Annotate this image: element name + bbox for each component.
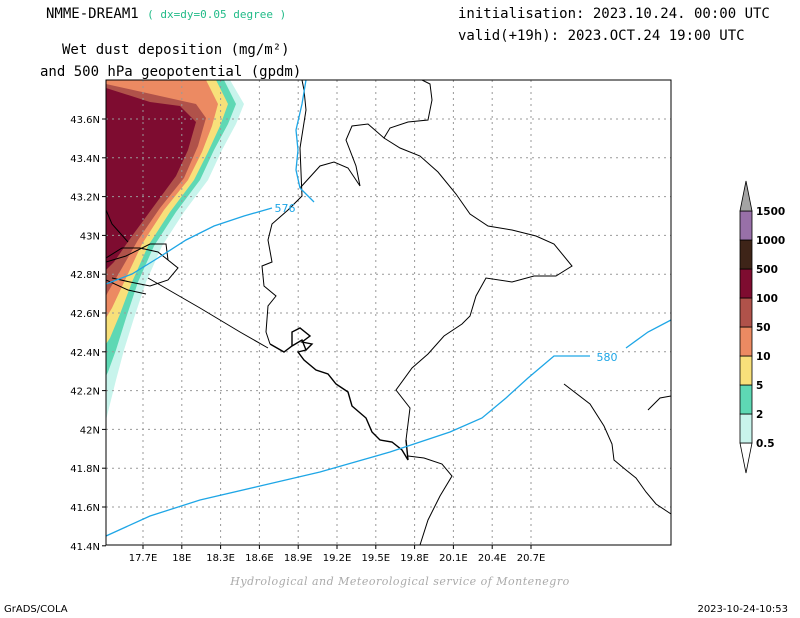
model-name: NMME-DREAM1 [46,6,139,22]
model-title: NMME-DREAM1 ( dx=dy=0.05 degree ) [46,6,286,22]
lat-tick-label: 43.2N [70,193,100,204]
border-line [147,277,269,349]
initialisation-time: initialisation: 2023.10.24. 00:00 UTC [458,6,770,22]
lon-tick-label: 20.1E [439,553,468,564]
lon-tick-label: 18.9E [284,553,313,564]
border-line [299,80,433,189]
graticule [106,80,671,545]
lon-tick-label: 19.5E [362,553,391,564]
legend-level-label: 500 [756,264,778,276]
legend-swatch [739,268,753,299]
lat-tick-label: 42.6N [70,309,100,320]
legend-swatch [739,297,753,328]
lat-tick-label: 41.8N [70,464,100,475]
legend-level-label: 2 [756,409,763,421]
timestamp-label: 2023-10-24-10:53 [697,604,788,615]
lat-tick-label: 41.6N [70,503,100,514]
lat-tick-label: 43.6N [70,115,100,126]
legend-swatch [739,239,753,270]
border-line [106,209,129,243]
lat-tick-label: 43.4N [70,154,100,165]
lon-tick-label: 20.7E [517,553,546,564]
dust-field [106,80,244,420]
color-legend: 0.5 2 5 10 50 100 500 1000 1500 [739,180,785,474]
legend-lower-arrow [739,442,753,474]
border-line [106,279,147,295]
variable-title-line2: and 500 hPa geopotential (gpdm) [40,64,302,80]
lat-tick-label: 41.4N [70,542,100,553]
border-line [407,455,453,545]
lat-tick-label: 42N [80,425,100,436]
legend-swatch [739,413,753,444]
legend-level-label: 100 [756,293,778,305]
legend-swatch [739,355,753,386]
software-label: GrADS/COLA [4,604,68,615]
resolution-label: ( dx=dy=0.05 degree ) [147,8,287,21]
legend-swatch [739,326,753,357]
border-line [106,247,179,287]
coastline [291,327,314,351]
lat-tick-label: 42.4N [70,348,100,359]
contour-label-576: 576 [275,202,296,215]
latitude-axis: 43.6N 43.4N 43.2N 43N 42.8N 42.6N 42.4N 42.2N 42… [70,115,106,553]
country-borders [106,80,671,545]
longitude-axis: 17.7E 18E 18.3E 18.6E 18.9E 19.2E 19.5E 19.8E 20… [129,545,546,564]
border-line [261,80,307,345]
lon-tick-label: 18E [172,553,191,564]
lon-tick-label: 19.8E [400,553,429,564]
legend-upper-arrow [739,180,753,212]
legend-swatch [739,210,753,241]
contour-580 [106,319,671,537]
contour-label-580: 580 [597,351,618,364]
legend-level-label: 5 [756,380,763,392]
legend-level-label: 10 [756,351,771,363]
lon-tick-label: 20.4E [478,553,507,564]
contour-576 [106,80,315,285]
legend-level-label: 50 [756,322,771,334]
geopotential-contours [106,80,671,537]
variable-title-line1: Wet dust deposition (mg/m²) [62,42,290,58]
border-line [106,243,169,263]
lon-tick-label: 18.3E [206,553,235,564]
valid-time: valid(+19h): 2023.OCT.24 19:00 UTC [458,28,745,44]
credit-text: Hydrological and Meteorological service … [230,575,570,588]
legend-swatch [739,384,753,415]
lat-tick-label: 42.2N [70,387,100,398]
lon-tick-label: 17.7E [129,553,158,564]
lat-tick-label: 43N [80,231,100,242]
legend-level-label: 1000 [756,235,785,247]
border-line [563,383,671,515]
legend-level-label: 1500 [756,206,785,218]
lon-tick-label: 18.6E [245,553,274,564]
border-line [647,395,671,411]
coastline [269,338,409,461]
dust-level-100 [106,88,196,270]
lat-tick-label: 42.8N [70,270,100,281]
border-line [383,137,573,441]
legend-level-label: 0.5 [756,438,775,450]
lon-tick-label: 19.2E [323,553,352,564]
